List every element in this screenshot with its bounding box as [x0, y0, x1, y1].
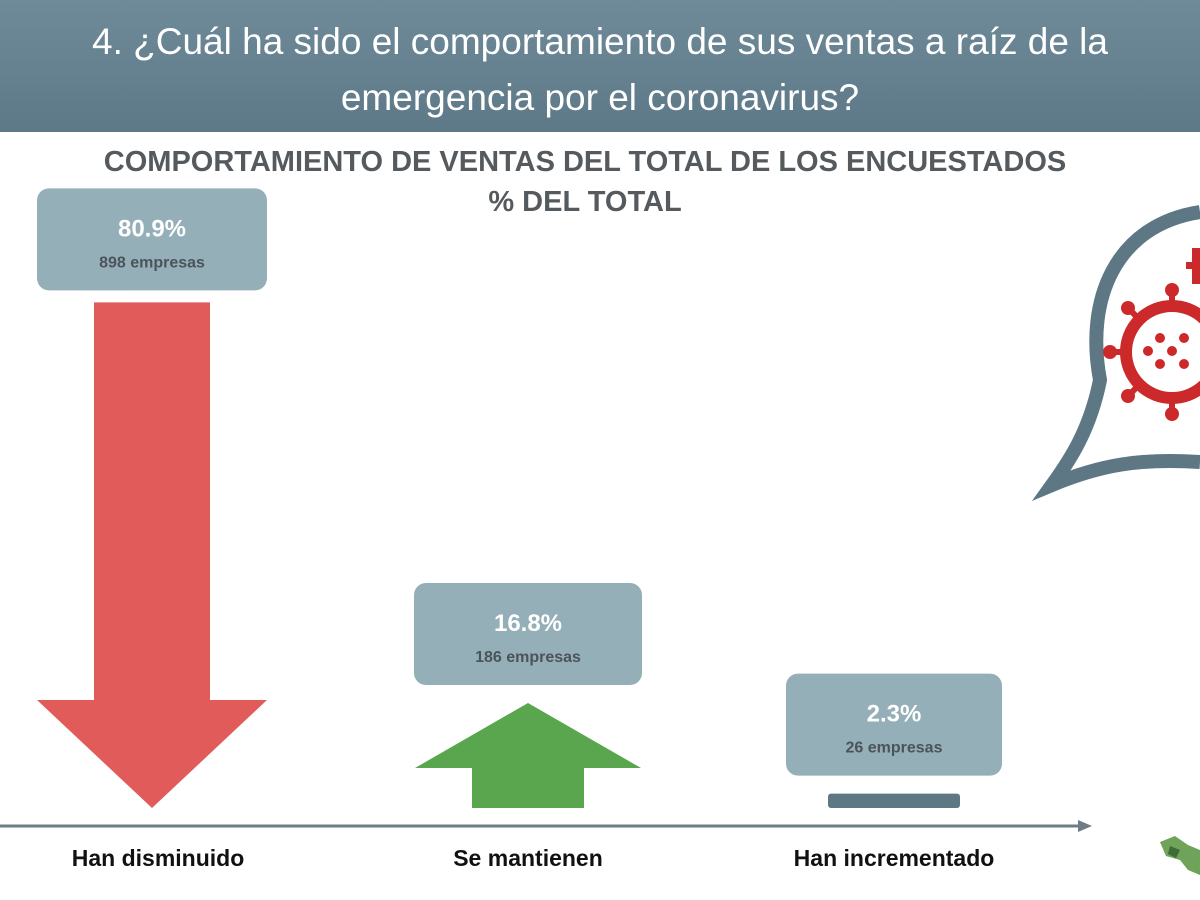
count-label: 186 empresas: [475, 649, 581, 666]
value-label: 2.3%: [867, 701, 922, 728]
coronavirus-icon: [1031, 205, 1200, 501]
bar-se-mantienen: [415, 703, 641, 808]
bar-han-incrementado: [828, 793, 960, 808]
category-label: Han disminuido: [72, 845, 245, 871]
chart-subtitle: % DEL TOTAL: [488, 186, 682, 218]
value-label: 80.9%: [118, 215, 186, 242]
question-header: 4. ¿Cuál ha sido el comportamiento de su…: [0, 0, 1200, 132]
count-label: 26 empresas: [846, 740, 943, 757]
bar-han-disminuido: [37, 302, 267, 808]
value-label-box: [37, 188, 267, 291]
value-label: 16.8%: [494, 610, 562, 637]
category-label: Se mantienen: [453, 845, 603, 871]
chart-title: COMPORTAMIENTO DE VENTAS DEL TOTAL DE LO…: [103, 146, 1067, 178]
count-label: 898 empresas: [99, 254, 205, 271]
map-icon: [1160, 836, 1200, 875]
question-text: 4. ¿Cuál ha sido el comportamiento de su…: [92, 21, 1108, 118]
value-label-box: [414, 583, 642, 685]
value-label-box: [786, 673, 1002, 776]
category-label: Han incrementado: [794, 845, 995, 871]
x-axis: [0, 820, 1092, 832]
